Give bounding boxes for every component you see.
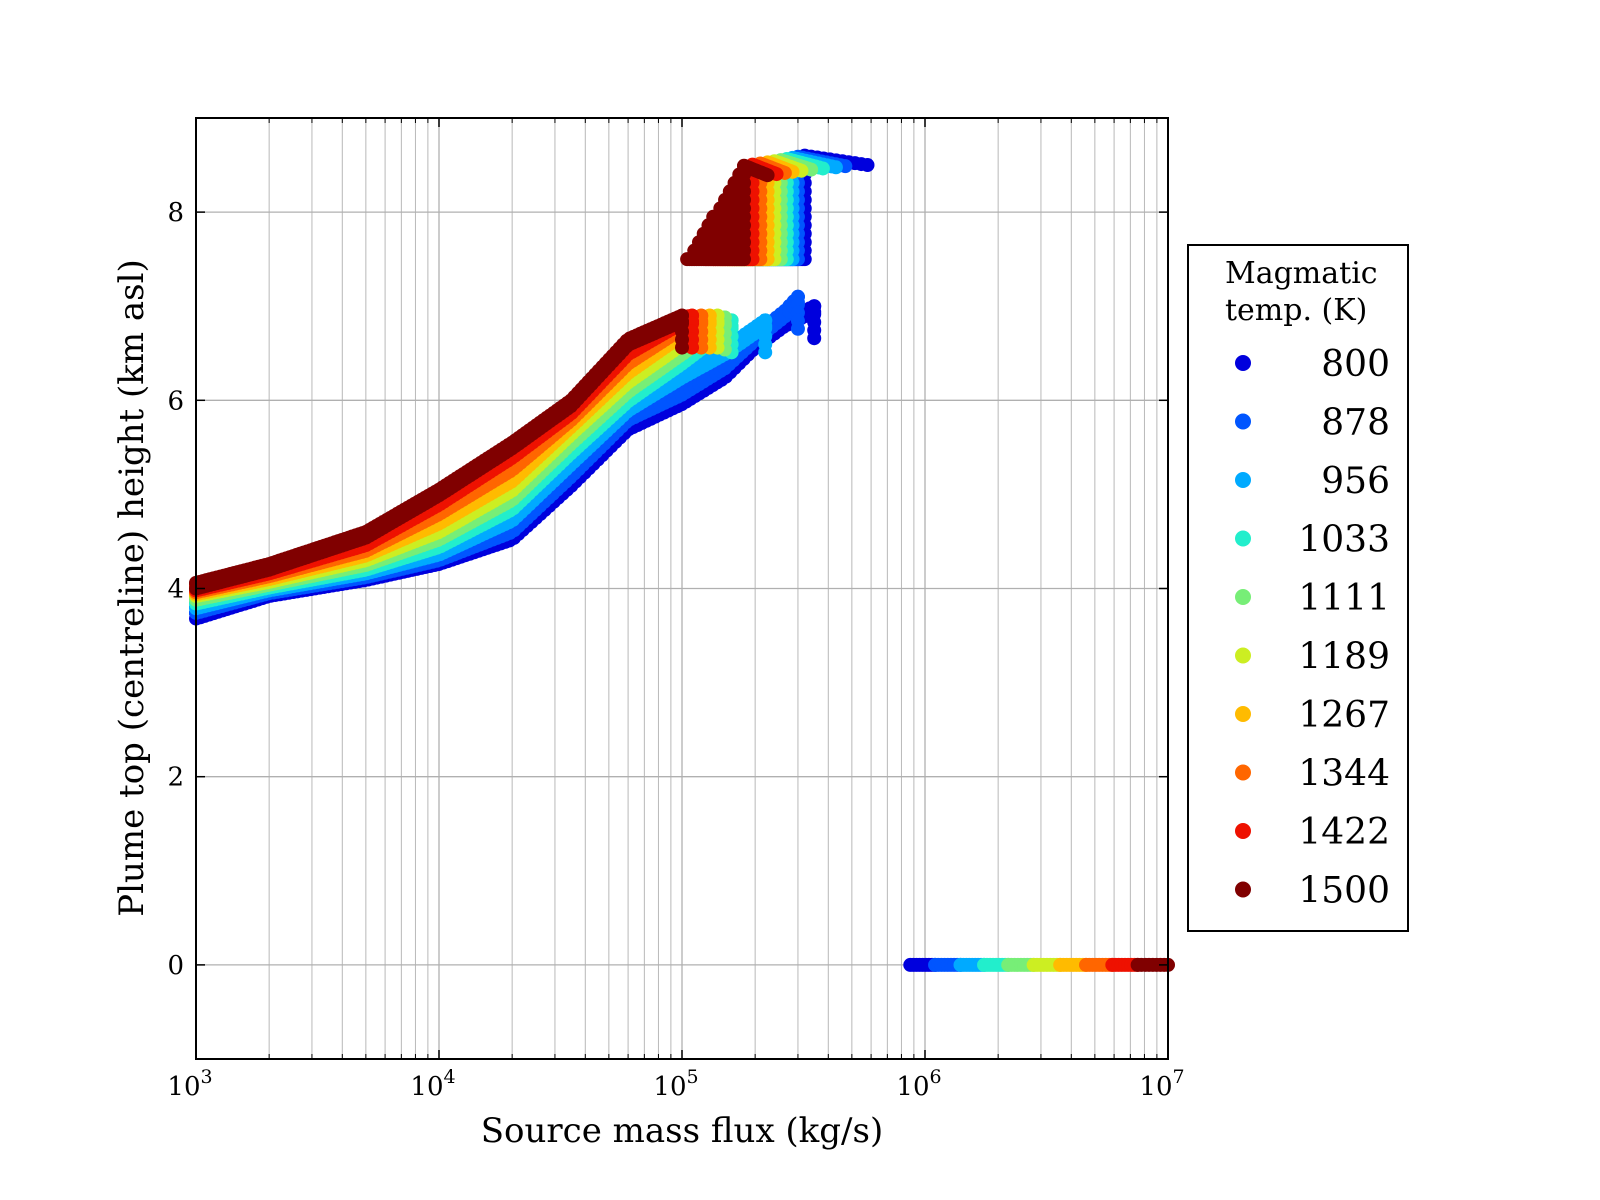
data-point — [815, 161, 830, 176]
legend-label-1189: 1189 — [1298, 637, 1390, 678]
y-axis-title: Plume top (centreline) height (km asl) — [112, 259, 152, 917]
x-tick-label: 104 — [410, 1066, 455, 1102]
data-point — [790, 321, 805, 336]
legend-label-1344: 1344 — [1298, 754, 1390, 795]
x-tick-label: 106 — [896, 1066, 941, 1102]
series-1500 — [189, 158, 1175, 972]
legend-marker-878 — [1235, 413, 1251, 430]
data-point — [760, 168, 775, 183]
series-1344 — [189, 156, 1120, 972]
legend-marker-1189 — [1235, 647, 1251, 664]
x-tick-label: 107 — [1139, 1066, 1184, 1102]
x-axis-title: Source mass flux (kg/s) — [481, 1111, 883, 1151]
legend-marker-1500 — [1235, 881, 1251, 898]
x-tick-label: 103 — [167, 1066, 212, 1102]
legend-label-1111: 1111 — [1298, 578, 1390, 619]
legend-marker-1344 — [1235, 764, 1251, 781]
legend-marker-1267 — [1235, 706, 1251, 722]
y-tick-label: 6 — [167, 386, 184, 416]
legend-label-956: 956 — [1321, 461, 1390, 502]
legend-marker-1111 — [1235, 589, 1251, 605]
data-point — [807, 331, 822, 346]
y-tick-label: 4 — [167, 575, 184, 605]
data-point — [685, 340, 700, 355]
legend-label-1267: 1267 — [1298, 695, 1390, 736]
x-tick-label: 105 — [653, 1066, 698, 1102]
legend-marker-1422 — [1235, 823, 1251, 839]
legend-title-line-2: temp. (K) — [1225, 293, 1367, 328]
data-point — [860, 158, 875, 173]
legend-label-800: 800 — [1321, 344, 1390, 385]
legend-label-1033: 1033 — [1298, 520, 1390, 561]
data-point — [758, 345, 773, 360]
y-tick-label: 8 — [167, 198, 184, 228]
marks-layer — [189, 148, 1175, 972]
ticks-layer: 103 104 105 106 107 0 2 4 6 8 — [167, 118, 1185, 1102]
data-point — [675, 340, 689, 355]
y-tick-label: 0 — [167, 951, 184, 981]
legend-marker-956 — [1235, 472, 1251, 488]
legend-label-1422: 1422 — [1298, 812, 1390, 853]
legend-frame — [1187, 244, 1409, 932]
legend-title-line-1: Magmatic — [1225, 256, 1378, 291]
legend-marker-1033 — [1235, 530, 1251, 547]
y-tick-label: 2 — [167, 763, 184, 793]
legend: Magmatic temp. (K) 800 878 956 1033 1111 1189… — [1187, 244, 1409, 932]
legend-label-1500: 1500 — [1298, 871, 1390, 912]
data-point — [828, 160, 843, 175]
legend-marker-800 — [1235, 355, 1251, 371]
legend-label-878: 878 — [1321, 403, 1390, 444]
legend-items: 800 878 956 1033 1111 1189 1267 1344 1422 1500 — [1235, 344, 1390, 912]
